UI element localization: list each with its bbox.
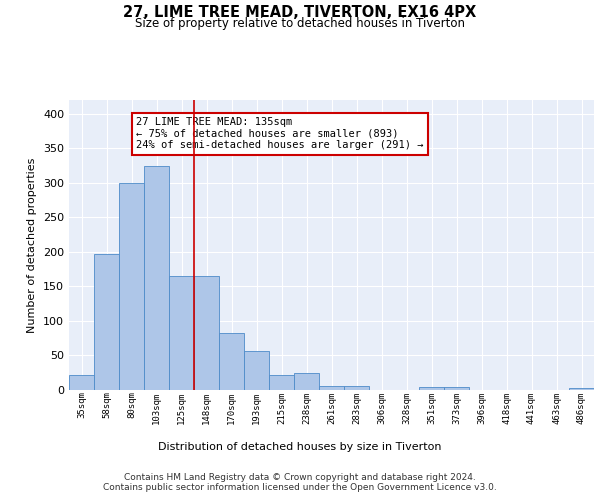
Text: 27 LIME TREE MEAD: 135sqm
← 75% of detached houses are smaller (893)
24% of semi: 27 LIME TREE MEAD: 135sqm ← 75% of detac… — [137, 118, 424, 150]
Bar — [169, 276, 194, 390]
Bar — [419, 387, 444, 390]
Text: Contains HM Land Registry data © Crown copyright and database right 2024.
Contai: Contains HM Land Registry data © Crown c… — [103, 472, 497, 492]
Bar — [119, 183, 144, 390]
Bar — [144, 166, 169, 390]
Bar — [94, 254, 119, 390]
Bar — [569, 388, 594, 390]
Bar — [344, 386, 369, 390]
Bar — [319, 386, 344, 390]
Bar — [69, 375, 94, 390]
Bar — [194, 276, 219, 390]
Bar — [269, 375, 294, 390]
Bar — [294, 372, 319, 390]
Y-axis label: Number of detached properties: Number of detached properties — [28, 158, 37, 332]
Text: Size of property relative to detached houses in Tiverton: Size of property relative to detached ho… — [135, 18, 465, 30]
Bar — [219, 332, 244, 390]
Bar — [244, 350, 269, 390]
Text: 27, LIME TREE MEAD, TIVERTON, EX16 4PX: 27, LIME TREE MEAD, TIVERTON, EX16 4PX — [124, 5, 476, 20]
Text: Distribution of detached houses by size in Tiverton: Distribution of detached houses by size … — [158, 442, 442, 452]
Bar — [444, 387, 469, 390]
